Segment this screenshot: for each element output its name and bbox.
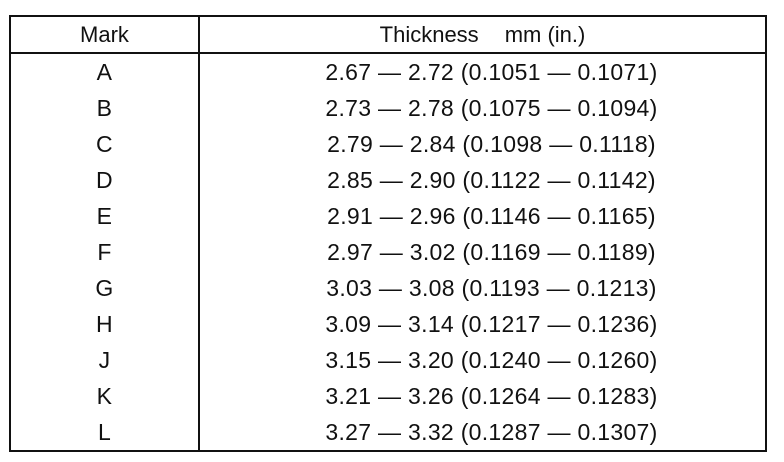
thickness-cell: 2.91 — 2.96 (0.1146 — 0.1165)	[327, 202, 656, 229]
mark-cell: C	[11, 126, 200, 162]
mark-cell: J	[11, 342, 200, 378]
thickness-unit-label: mm (in.)	[504, 21, 586, 47]
mark-cell: L	[11, 414, 200, 450]
thickness-table: Mark Thickness mm (in.) A 2.67 — 2.72 (0.…	[11, 17, 765, 450]
mark-cell: G	[11, 270, 200, 306]
mark-cell: A	[11, 53, 200, 90]
table-row: K 3.21 — 3.26 (0.1264 — 0.1283)	[11, 378, 765, 414]
table-row: L 3.27 — 3.32 (0.1287 — 0.1307)	[11, 414, 765, 450]
thickness-cell: 2.85 — 2.90 (0.1122 — 0.1142)	[327, 166, 656, 193]
table-row: F 2.97 — 3.02 (0.1169 — 0.1189)	[11, 234, 765, 270]
mark-cell: E	[11, 198, 200, 234]
mark-cell: H	[11, 306, 200, 342]
thickness-column-header: Thickness mm (in.)	[199, 17, 765, 54]
table-row: G 3.03 — 3.08 (0.1193 — 0.1213)	[11, 270, 765, 306]
mark-cell: B	[11, 90, 200, 126]
mark-header-label: Mark	[80, 21, 129, 47]
header-row: Mark Thickness mm (in.)	[11, 17, 765, 54]
thickness-cell: 2.73 — 2.78 (0.1075 — 0.1094)	[325, 94, 658, 121]
thickness-table-frame: Mark Thickness mm (in.) A 2.67 — 2.72 (0.…	[9, 15, 767, 452]
thickness-cell: 3.21 — 3.26 (0.1264 — 0.1283)	[325, 382, 658, 409]
thickness-cell: 3.15 — 3.20 (0.1240 — 0.1260)	[325, 346, 658, 373]
table-row: H 3.09 — 3.14 (0.1217 — 0.1236)	[11, 306, 765, 342]
thickness-cell: 2.97 — 3.02 (0.1169 — 0.1189)	[327, 238, 656, 265]
thickness-header-label: Thickness	[379, 21, 479, 47]
table-header: Mark Thickness mm (in.)	[11, 17, 765, 54]
thickness-cell: 2.79 — 2.84 (0.1098 — 0.1118)	[327, 130, 656, 157]
thickness-cell: 3.03 — 3.08 (0.1193 — 0.1213)	[326, 274, 657, 301]
thickness-cell: 2.67 — 2.72 (0.1051 — 0.1071)	[325, 58, 658, 85]
table-body: A 2.67 — 2.72 (0.1051 — 0.1071) B 2.73 —…	[11, 53, 765, 450]
table-row: D 2.85 — 2.90 (0.1122 — 0.1142)	[11, 162, 765, 198]
mark-cell: D	[11, 162, 200, 198]
table-row: A 2.67 — 2.72 (0.1051 — 0.1071)	[11, 53, 765, 90]
mark-column-header: Mark	[11, 17, 200, 54]
table-row: J 3.15 — 3.20 (0.1240 — 0.1260)	[11, 342, 765, 378]
mark-cell: F	[11, 234, 200, 270]
thickness-cell: 3.09 — 3.14 (0.1217 — 0.1236)	[325, 310, 658, 337]
table-row: B 2.73 — 2.78 (0.1075 — 0.1094)	[11, 90, 765, 126]
table-row: E 2.91 — 2.96 (0.1146 — 0.1165)	[11, 198, 765, 234]
thickness-cell: 3.27 — 3.32 (0.1287 — 0.1307)	[325, 418, 658, 445]
table-row: C 2.79 — 2.84 (0.1098 — 0.1118)	[11, 126, 765, 162]
mark-cell: K	[11, 378, 200, 414]
